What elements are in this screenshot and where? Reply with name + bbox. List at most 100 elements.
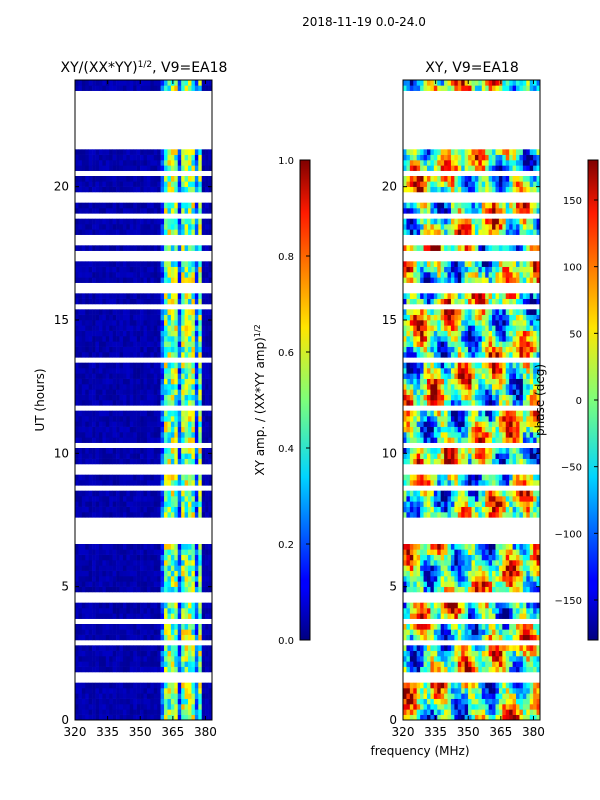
heatmap-cell: [201, 421, 206, 427]
heatmap-cell: [188, 448, 192, 454]
heatmap-cell: [112, 474, 117, 481]
heatmap-cell: [420, 506, 424, 513]
heatmap-cell: [146, 714, 151, 721]
heatmap-cell: [447, 432, 452, 438]
heatmap-cell: [423, 432, 428, 438]
heatmap-cell: [95, 341, 100, 347]
heatmap-cell: [160, 645, 165, 651]
heatmap-cell: [92, 474, 96, 481]
heatmap-cell: [95, 378, 100, 385]
heatmap-cell: [536, 634, 541, 641]
heatmap-cell: [516, 698, 520, 705]
heatmap-cell: [177, 410, 182, 417]
heatmap-cell: [437, 544, 441, 550]
y-tick-label: 0: [61, 713, 69, 727]
heatmap-cell: [184, 661, 189, 667]
heatmap-cell: [105, 709, 110, 715]
heatmap-cell: [160, 714, 165, 721]
heatmap-cell: [174, 426, 179, 433]
heatmap-cell: [181, 261, 185, 267]
heatmap-cell: [78, 410, 83, 417]
heatmap-cell: [413, 608, 417, 614]
heatmap-cell: [146, 602, 151, 609]
heatmap-cell: [170, 325, 175, 331]
heatmap-cell: [119, 709, 124, 715]
heatmap-cell: [437, 432, 441, 438]
heatmap-cell: [529, 629, 534, 635]
heatmap-cell: [112, 656, 117, 662]
heatmap-cell: [150, 272, 155, 278]
heatmap-cell: [92, 336, 96, 342]
heatmap-cell: [164, 560, 168, 566]
heatmap-cell: [208, 277, 213, 283]
heatmap-cell: [129, 453, 134, 459]
heatmap-cell: [122, 458, 127, 465]
heatmap-cell: [474, 602, 479, 609]
heatmap-cell: [191, 714, 196, 721]
heatmap-cell: [78, 624, 83, 630]
heatmap-cell: [157, 453, 161, 459]
heatmap-cell: [126, 410, 131, 417]
heatmap-cell: [529, 570, 534, 577]
heatmap-cell: [492, 629, 496, 635]
heatmap-cell: [416, 613, 421, 619]
heatmap-cell: [177, 490, 182, 497]
heatmap-cell: [143, 336, 148, 342]
heatmap-cell: [181, 272, 185, 278]
heatmap-cell: [194, 581, 199, 587]
heatmap-cell: [198, 165, 203, 171]
heatmap-cell: [150, 154, 155, 161]
heatmap-cell: [498, 554, 503, 561]
heatmap-cell: [164, 458, 168, 465]
heatmap-cell: [170, 586, 175, 593]
heatmap-cell: [88, 554, 93, 561]
heatmap-cell: [437, 490, 441, 497]
heatmap-cell: [81, 666, 86, 673]
heatmap-cell: [112, 586, 117, 593]
heatmap-cell: [495, 693, 500, 699]
heatmap-cell: [177, 629, 182, 635]
heatmap-cell: [102, 656, 107, 662]
heatmap-cell: [92, 458, 96, 465]
heatmap-cell: [102, 346, 107, 353]
heatmap-cell: [160, 85, 165, 91]
heatmap-cell: [205, 501, 209, 507]
heatmap-cell: [461, 410, 465, 417]
heatmap-cell: [488, 576, 493, 582]
heatmap-cell: [420, 688, 424, 694]
heatmap-cell: [188, 554, 192, 561]
heatmap-cell: [170, 613, 175, 619]
heatmap-cell: [153, 314, 158, 321]
heatmap-cell: [474, 682, 479, 689]
heatmap-cell: [98, 698, 103, 705]
heatmap-cell: [205, 565, 209, 571]
heatmap-cell: [92, 576, 96, 582]
heatmap-cell: [122, 416, 127, 422]
heatmap-cell: [177, 554, 182, 561]
heatmap-cell: [116, 629, 120, 635]
heatmap-cell: [188, 474, 192, 481]
heatmap-cell: [191, 645, 196, 651]
heatmap-cell: [481, 624, 486, 630]
heatmap-cell: [112, 362, 117, 369]
heatmap-cell: [516, 666, 520, 673]
heatmap-cell: [140, 650, 144, 657]
heatmap-cell: [454, 608, 459, 614]
heatmap-cell: [88, 80, 93, 86]
heatmap-cell: [201, 624, 206, 630]
heatmap-cell: [426, 501, 431, 507]
heatmap-cell: [122, 421, 127, 427]
heatmap-cell: [92, 149, 96, 155]
heatmap-cell: [430, 453, 435, 459]
heatmap-cell: [198, 160, 203, 166]
heatmap-cell: [423, 688, 428, 694]
heatmap-cell: [174, 634, 179, 641]
heatmap-cell: [191, 389, 196, 395]
heatmap-cell: [198, 656, 203, 662]
heatmap-cell: [143, 325, 148, 331]
heatmap-cell: [140, 202, 144, 209]
heatmap-cell: [164, 362, 168, 369]
heatmap-cell: [512, 709, 517, 715]
heatmap-cell: [481, 581, 486, 587]
heatmap-cell: [119, 384, 124, 390]
